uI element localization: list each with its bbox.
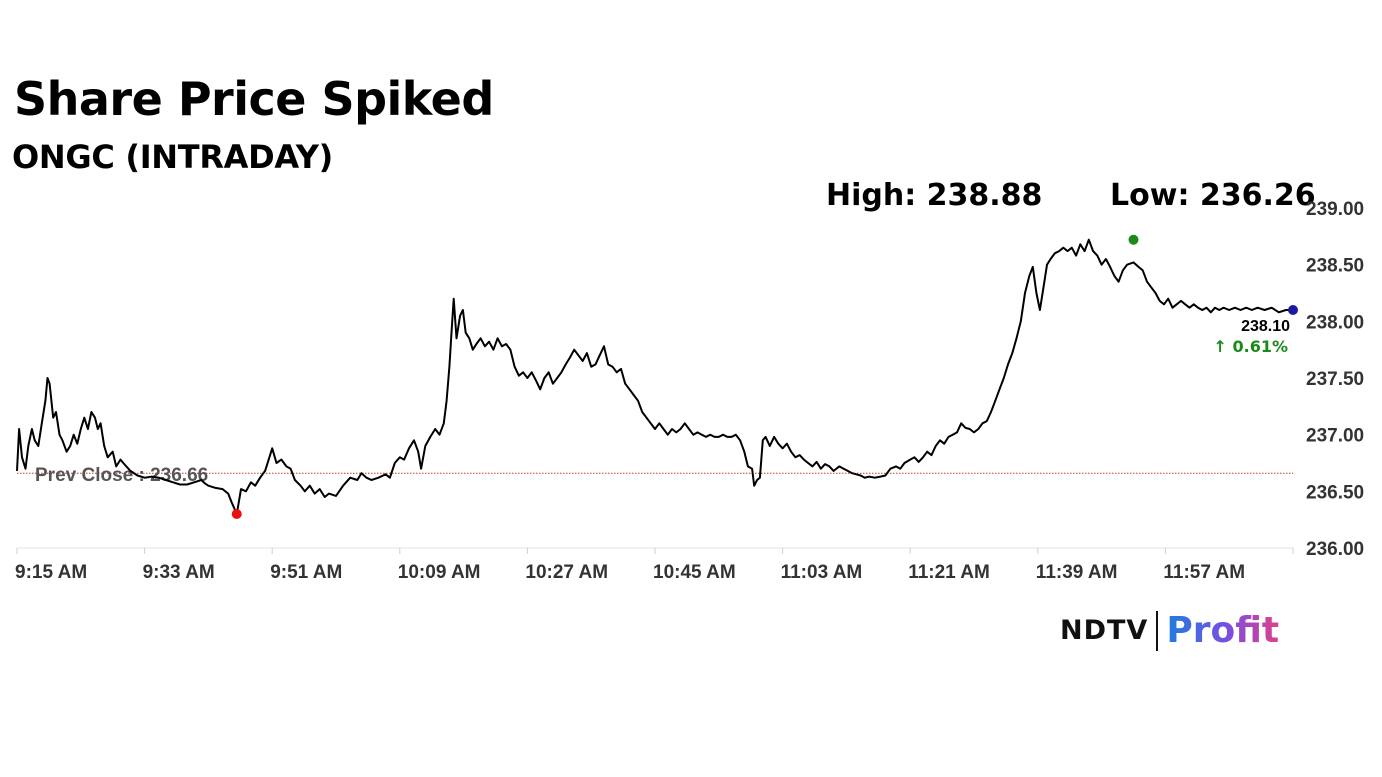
y-tick-label: 237.00 [1306,426,1364,447]
x-tick-label: 9:33 AM [143,562,215,583]
x-tick-label: 10:27 AM [525,562,608,583]
series-layer [16,238,1293,515]
price-series-line [16,238,1293,515]
x-tick-label: 10:09 AM [398,562,481,583]
y-tick-label: 236.50 [1306,482,1364,503]
marker-layer: 238.10 ↑ 0.61% [231,234,1298,519]
y-tick-label: 238.00 [1306,312,1364,333]
high-marker [1128,234,1139,245]
prev-close-label: Prev Close : 236.66 [35,465,208,486]
x-tick-label: 10:45 AM [653,562,736,583]
y-tick-label: 237.50 [1306,369,1364,390]
brand-divider [1156,610,1159,651]
chart-title: Share Price Spiked [14,72,494,126]
chart-axes: 236.00 236.50 237.00 237.50 238.00 238.50 239.… [15,199,1364,583]
y-tick-label: 236.00 [1306,539,1364,560]
low-label: Low: 236.26 [1110,178,1316,213]
x-tick-label: 11:39 AM [1036,562,1118,583]
last-price-label: 238.10 [1241,318,1290,335]
profit-logo-text: Profit [1166,610,1280,651]
high-label: High: 238.88 [826,178,1043,213]
last-price-marker [1288,305,1298,315]
brand-logo: NDTV Profit [1060,610,1279,651]
y-tick-label: 239.00 [1306,199,1364,220]
x-tick-label: 11:03 AM [781,562,863,583]
x-tick-label: 11:57 AM [1163,562,1245,583]
y-tick-label: 238.50 [1306,256,1364,277]
chart-subtitle: ONGC (INTRADAY) [12,138,333,176]
x-tick-label: 9:51 AM [270,562,342,583]
x-tick-label: 11:21 AM [908,562,990,583]
x-tick-label: 9:15 AM [15,562,87,583]
ndtv-logo-text: NDTV [1060,615,1149,646]
low-marker [231,509,242,519]
price-change-label: ↑ 0.61% [1214,337,1288,356]
